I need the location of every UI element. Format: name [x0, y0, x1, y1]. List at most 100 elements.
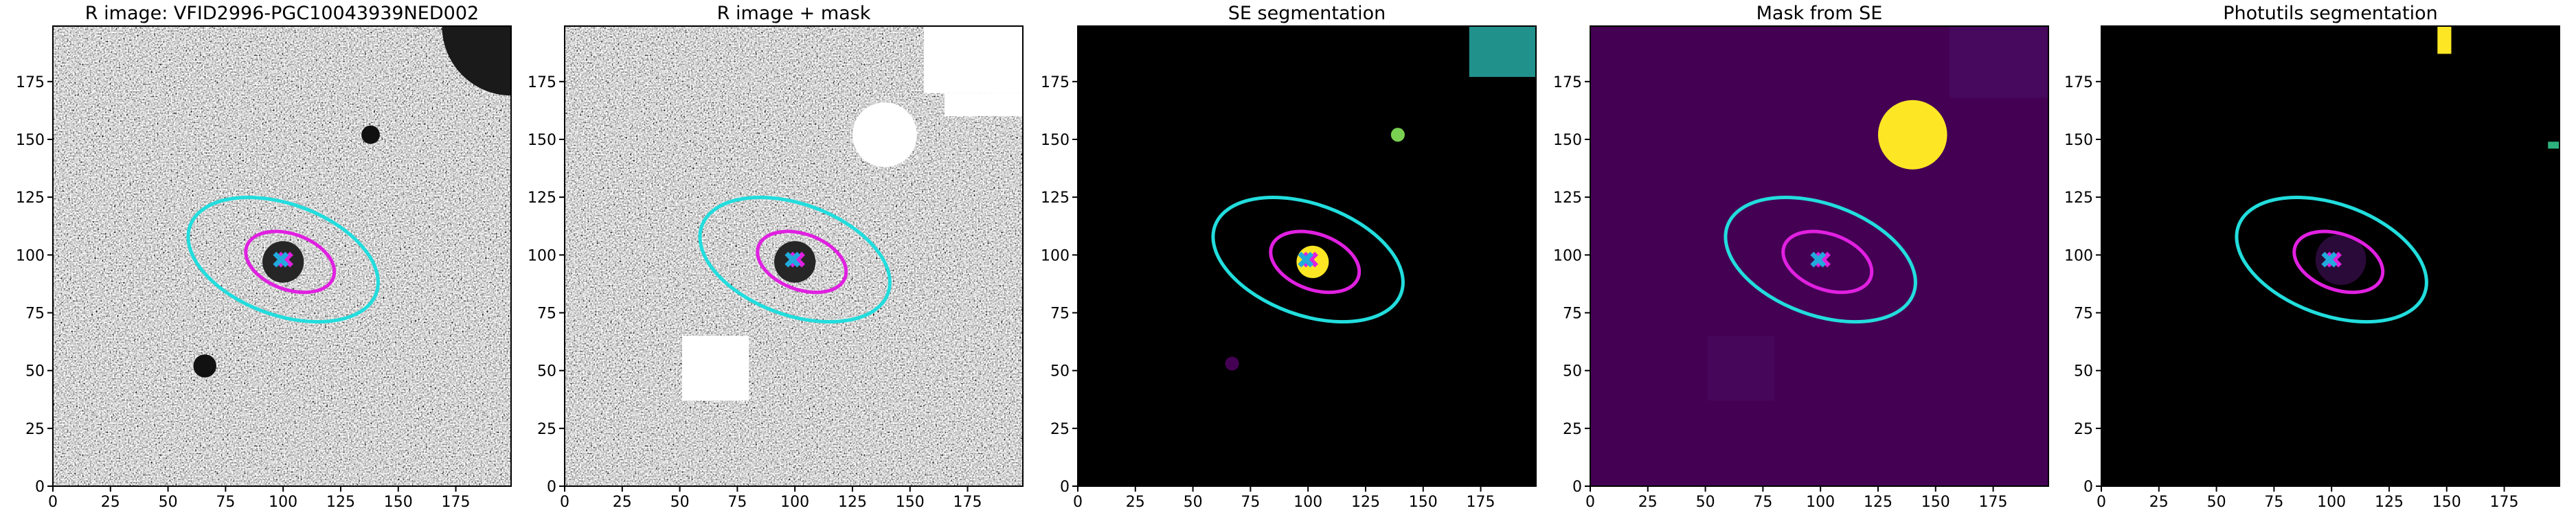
panel: 0 25 50 75 100 125 150 175 0 25 50 75 100 125 150 175 R …	[528, 3, 1024, 511]
x-tick-label: 25	[1126, 494, 1145, 511]
x-tick-label: 75	[2264, 494, 2283, 511]
axes-frame	[564, 25, 1024, 487]
x-tick-label: 75	[1241, 494, 1260, 511]
panel-title: R image + mask	[717, 3, 871, 24]
axes-frame	[1077, 25, 1537, 487]
y-tick-label: 175	[1041, 74, 1070, 91]
plot-area	[2101, 26, 2560, 486]
x-tick-label: 25	[101, 494, 120, 511]
region	[193, 354, 216, 378]
x-tick-label: 175	[2490, 494, 2519, 511]
y-tick-label: 100	[1553, 247, 1582, 264]
x-tick-label: 100	[780, 494, 809, 511]
y-tick-label: 175	[16, 74, 45, 91]
marker	[278, 251, 294, 268]
plot-area	[53, 26, 511, 486]
panel: 0 25 50 75 100 125 150 175 0 25 50 75 100 125 150 175 R …	[16, 3, 512, 511]
axes-frame	[52, 25, 512, 487]
y-tick-label: 150	[16, 132, 45, 149]
panel-title: R image: VFID2996-PGC10043939NED002	[85, 3, 479, 24]
aperture-ellipse	[2292, 229, 2385, 295]
panel: 0 25 50 75 100 125 150 175 0 25 50 75 100 125 150 175 Ma…	[1553, 3, 2049, 511]
aperture-ellipse	[1781, 229, 1874, 295]
y-tick-label: 50	[25, 363, 45, 380]
x-tick-label: 50	[2207, 494, 2226, 511]
y-tick-label: 0	[547, 479, 556, 496]
aperture-ellipse	[698, 196, 892, 324]
y-tick-label: 50	[1563, 363, 1582, 380]
aperture-ellipse	[1724, 196, 1917, 324]
x-tick-label: 150	[1921, 494, 1950, 511]
y-tick-label: 125	[528, 190, 556, 207]
y-tick-label: 0	[1060, 479, 1070, 496]
region	[945, 93, 1023, 117]
x-tick-label: 50	[1184, 494, 1203, 511]
panel-title: Mask from SE	[1756, 3, 1883, 24]
aperture-ellipse	[2235, 196, 2428, 324]
axes-frame	[2101, 25, 2560, 487]
x-tick-label: 150	[1409, 494, 1438, 511]
y-tick-label: 150	[2064, 132, 2093, 149]
marker	[2321, 251, 2338, 268]
x-tick-label: 50	[1696, 494, 1715, 511]
y-tick-label: 50	[1050, 363, 1070, 380]
y-tick-label: 25	[1050, 421, 1070, 438]
x-tick-label: 25	[2149, 494, 2169, 511]
x-tick-label: 175	[1979, 494, 2008, 511]
y-tick-label: 150	[1041, 132, 1070, 149]
region	[442, 26, 511, 95]
x-tick-label: 175	[1467, 494, 1495, 511]
region	[1877, 100, 1947, 170]
x-tick-label: 50	[670, 494, 690, 511]
y-tick-label: 100	[16, 247, 45, 264]
x-tick-label: 125	[1351, 494, 1380, 511]
x-tick-label: 0	[1073, 494, 1083, 511]
x-tick-label: 125	[326, 494, 355, 511]
y-tick-label: 175	[1553, 74, 1582, 91]
aperture-ellipse	[244, 229, 337, 295]
y-tick-label: 125	[1041, 190, 1070, 207]
x-tick-label: 100	[269, 494, 297, 511]
y-tick-label: 50	[537, 363, 556, 380]
region	[2315, 234, 2366, 286]
panel-title: SE segmentation	[1228, 3, 1386, 24]
x-tick-label: 175	[953, 494, 982, 511]
x-tick-label: 100	[2317, 494, 2346, 511]
y-tick-label: 150	[1553, 132, 1582, 149]
y-tick-label: 175	[528, 74, 556, 91]
plot-area	[1078, 26, 1536, 486]
x-tick-label: 25	[613, 494, 632, 511]
x-tick-label: 150	[2432, 494, 2461, 511]
marker	[2326, 251, 2342, 268]
panel-title: Photutils segmentation	[2223, 3, 2438, 24]
x-tick-label: 100	[1293, 494, 1322, 511]
y-tick-label: 75	[1050, 305, 1070, 322]
y-tick-label: 125	[2064, 190, 2093, 207]
marker	[789, 251, 806, 268]
y-tick-label: 100	[1041, 247, 1070, 264]
x-tick-label: 75	[1753, 494, 1772, 511]
y-tick-label: 25	[537, 421, 556, 438]
x-tick-label: 0	[48, 494, 58, 511]
x-tick-label: 150	[896, 494, 925, 511]
aperture-ellipse	[1269, 229, 1362, 295]
region	[2548, 141, 2560, 149]
x-tick-label: 125	[2375, 494, 2404, 511]
x-tick-label: 125	[838, 494, 867, 511]
panel: 0 25 50 75 100 125 150 175 0 25 50 75 100 125 150 175 Ph…	[2064, 3, 2560, 511]
y-tick-label: 75	[2074, 305, 2093, 322]
y-tick-label: 75	[1563, 305, 1582, 322]
region	[923, 26, 1023, 93]
marker	[1810, 251, 1827, 268]
aperture-ellipse	[1211, 196, 1405, 324]
y-tick-label: 75	[537, 305, 556, 322]
axes-frame	[1590, 25, 2049, 487]
x-tick-label: 125	[1864, 494, 1893, 511]
region	[1390, 128, 1405, 142]
x-tick-label: 100	[1806, 494, 1835, 511]
y-tick-label: 0	[1572, 479, 1582, 496]
y-tick-label: 100	[2064, 247, 2093, 264]
y-tick-label: 25	[25, 421, 45, 438]
x-tick-label: 0	[560, 494, 569, 511]
